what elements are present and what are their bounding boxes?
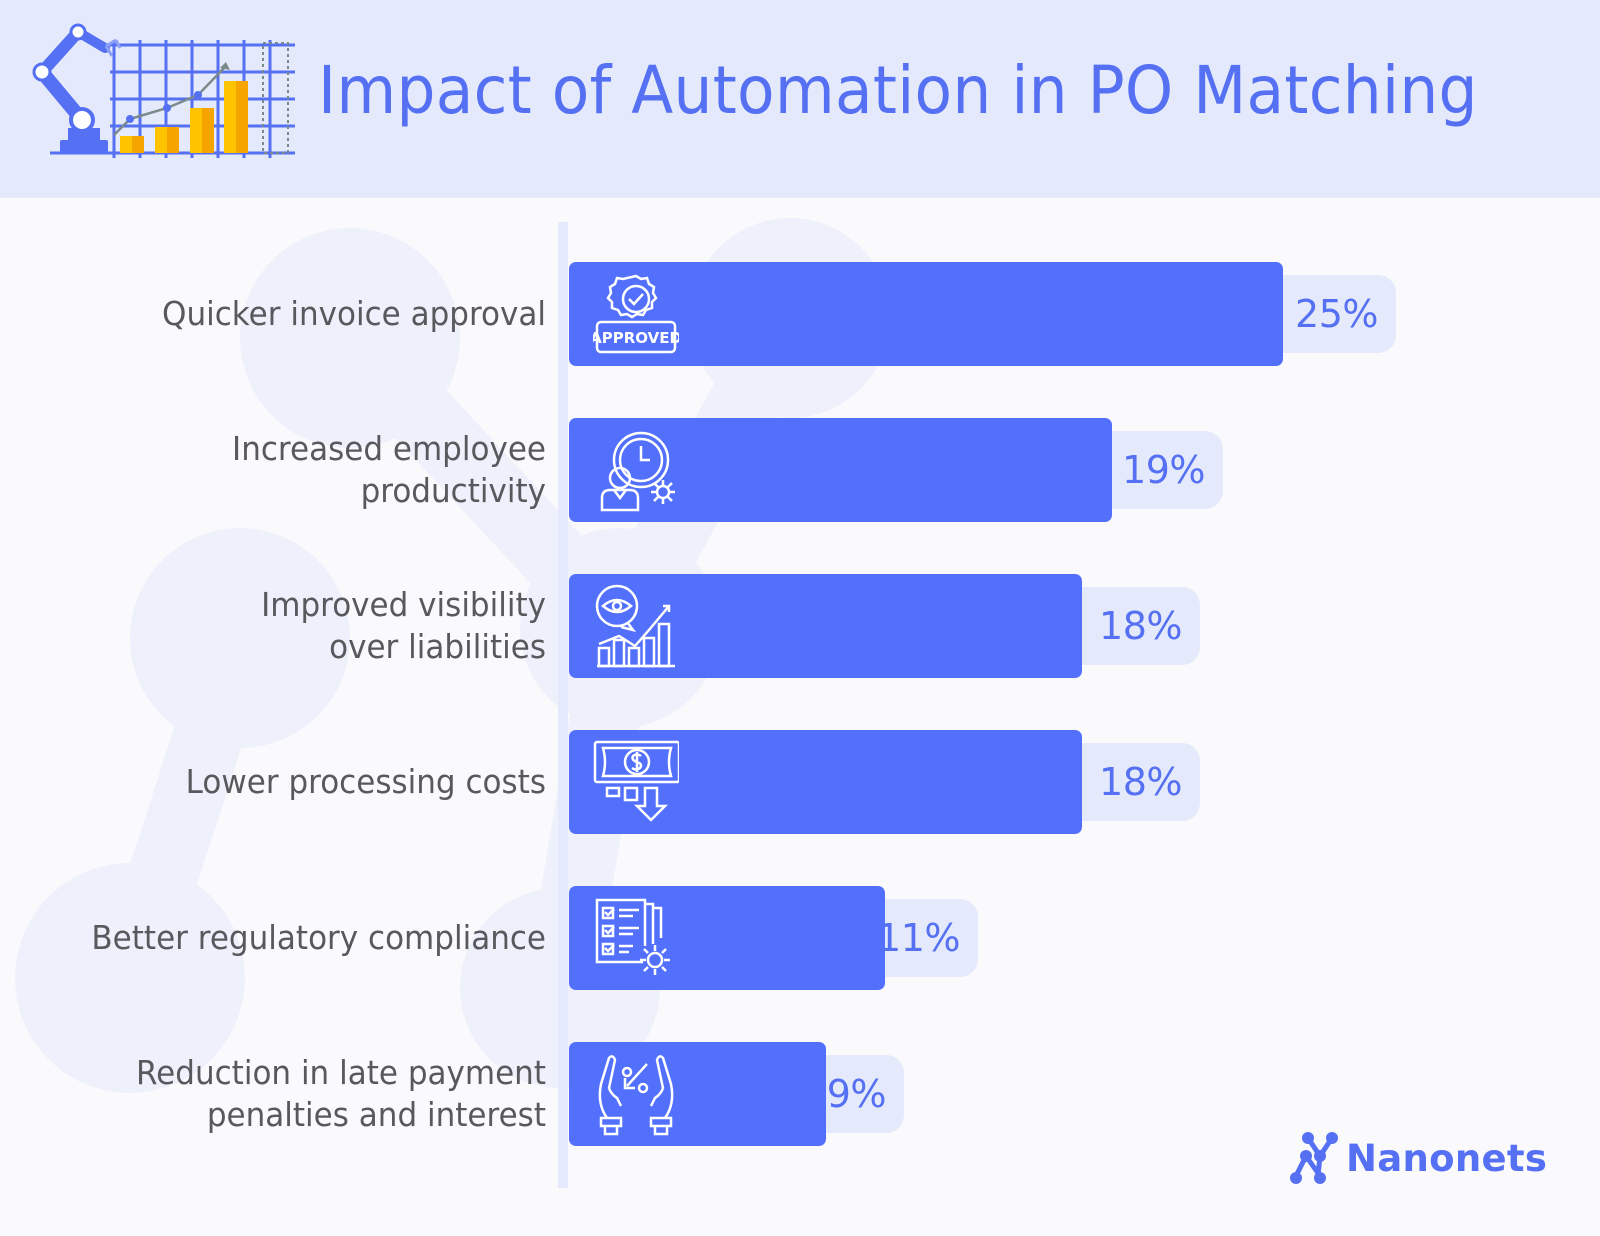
- chart-row: Better regulatory compliance 11%: [0, 886, 1600, 990]
- bar: [569, 574, 1082, 678]
- header-banner: Impact of Automation in PO Matching: [0, 0, 1600, 198]
- value-tag: 18%: [1010, 743, 1200, 821]
- value-label: 18%: [1099, 760, 1182, 804]
- checklist-gear-icon: [595, 898, 670, 975]
- brand-footer: Nanonets: [1288, 1128, 1547, 1188]
- value-label: 25%: [1295, 292, 1378, 336]
- robot-arm-growth-chart-icon: [32, 23, 295, 158]
- category-label: Reduction in late payment penalties and …: [136, 1053, 546, 1134]
- chart-row: Improved visibility over liabilities 18%: [0, 574, 1600, 678]
- nanonets-logo-icon: [1290, 1132, 1338, 1184]
- value-label: 11%: [877, 916, 960, 960]
- brand-name: Nanonets: [1346, 1136, 1548, 1180]
- bar: [569, 886, 885, 990]
- category-label: Quicker invoice approval: [162, 294, 546, 333]
- employee-clock-gear-icon: [600, 431, 675, 512]
- chart-row: Quicker invoice approval 25% APPROVED: [0, 262, 1600, 366]
- category-label: Improved visibility over liabilities: [261, 585, 546, 666]
- svg-text:APPROVED: APPROVED: [593, 329, 679, 347]
- chart-row: Increased employee productivity 19%: [0, 418, 1600, 522]
- category-label: Better regulatory compliance: [91, 918, 546, 957]
- value-label: 18%: [1099, 604, 1182, 648]
- bar: APPROVED: [569, 262, 1283, 366]
- bar: [569, 418, 1112, 522]
- chart-row: Reduction in late payment penalties and …: [0, 1042, 1600, 1146]
- value-label: 19%: [1122, 448, 1205, 492]
- value-label: 9%: [826, 1072, 887, 1116]
- approved-stamp-icon: APPROVED: [593, 274, 679, 354]
- money-cost-down-icon: [593, 740, 679, 822]
- eye-growth-chart-icon: [595, 584, 675, 668]
- chart-axis-line: [558, 222, 568, 1188]
- bar: [569, 730, 1082, 834]
- bar: [569, 1042, 826, 1146]
- chart-row: Lower processing costs 18%: [0, 730, 1600, 834]
- page-title: Impact of Automation in PO Matching: [318, 52, 1478, 129]
- category-label: Lower processing costs: [185, 762, 547, 801]
- hands-percent-down-icon: [598, 1055, 674, 1136]
- category-label: Increased employee productivity: [232, 429, 546, 510]
